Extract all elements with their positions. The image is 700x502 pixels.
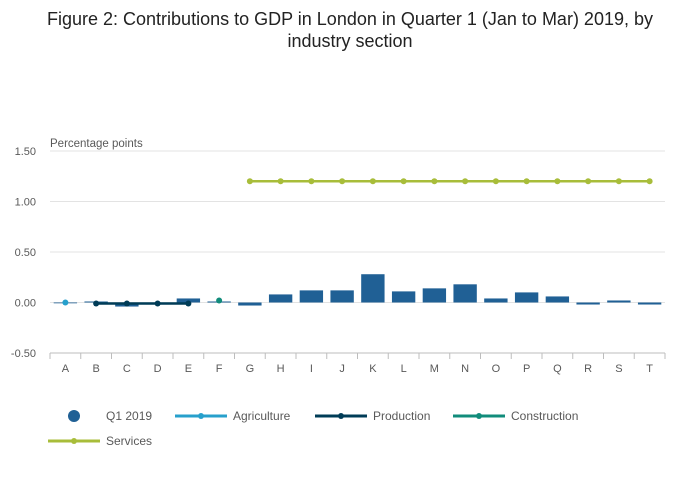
x-tick-label: E [185,363,192,375]
chart-title: Figure 2: Contributions to GDP in London… [47,9,653,51]
bar [514,292,539,303]
x-tick-label: M [430,363,439,375]
series-point [246,178,253,185]
legend-marker [68,410,80,422]
bar [637,302,662,305]
series-point [523,178,530,185]
series-point [93,300,100,307]
series-point [185,300,192,307]
x-tick-label: B [92,363,99,375]
y-tick-label: -0.50 [11,348,36,360]
x-tick-label: R [584,363,592,375]
bar [607,300,631,303]
series-point [492,178,499,185]
bar [391,291,416,303]
series-point [216,297,223,304]
y-tick-label: 1.00 [15,197,36,209]
y-axis-title: Percentage points [50,138,143,150]
series-point [554,178,561,185]
bar [299,290,324,303]
bar [545,296,570,303]
series-point [123,300,130,307]
x-tick-label: T [646,363,653,375]
legend-label: Agriculture [233,409,291,423]
x-tick-label: K [369,363,377,375]
x-tick-label: P [523,363,530,375]
legend-label: Services [106,434,152,448]
legend-marker [198,413,204,419]
series-point [277,178,284,185]
x-tick-label: F [216,363,223,375]
series-point [400,178,407,185]
x-tick-label: L [401,363,407,375]
x-tick-label: H [277,363,285,375]
series-point [62,299,69,306]
y-tick-label: 0.50 [15,247,36,259]
y-tick-label: 1.50 [15,146,36,158]
bar [176,298,201,303]
legend-label: Construction [511,409,578,423]
series-point [646,178,653,185]
legend-marker [71,438,77,444]
x-tick-label: G [246,363,255,375]
series-point [585,178,592,185]
bar [361,274,385,303]
bar [484,298,508,303]
bar [576,302,600,305]
series-point [154,300,161,307]
legend-marker [476,413,482,419]
axes: -0.50 0.00 0.50 1.00 1.50 A B C D E F G H I J K L M N O P Q R S… [11,146,666,375]
series-point [615,178,622,185]
y-tick-label: 0.00 [15,298,36,310]
series-point [339,178,346,185]
x-tick-label: D [154,363,162,375]
legend: Q1 2019 Agriculture Production Construction… [48,409,578,448]
x-tick-label: C [123,363,131,375]
series-point [308,178,315,185]
legend-label: Q1 2019 [106,409,152,423]
x-tick-label: O [492,363,501,375]
series-point [431,178,438,185]
bar [422,288,447,303]
x-tick-label: A [62,363,70,375]
bar [453,284,477,303]
x-tick-label: I [310,363,313,375]
bars [53,274,662,307]
x-tick-label: S [615,363,622,375]
x-tick-label: N [461,363,469,375]
series-lines [62,178,653,307]
bar [268,294,293,303]
legend-marker [338,413,344,419]
bar [238,302,262,306]
bar [330,290,354,303]
x-tick-label: J [339,363,345,375]
series-point [369,178,376,185]
series-point [462,178,469,185]
x-tick-label: Q [553,363,562,375]
legend-label: Production [373,409,430,423]
